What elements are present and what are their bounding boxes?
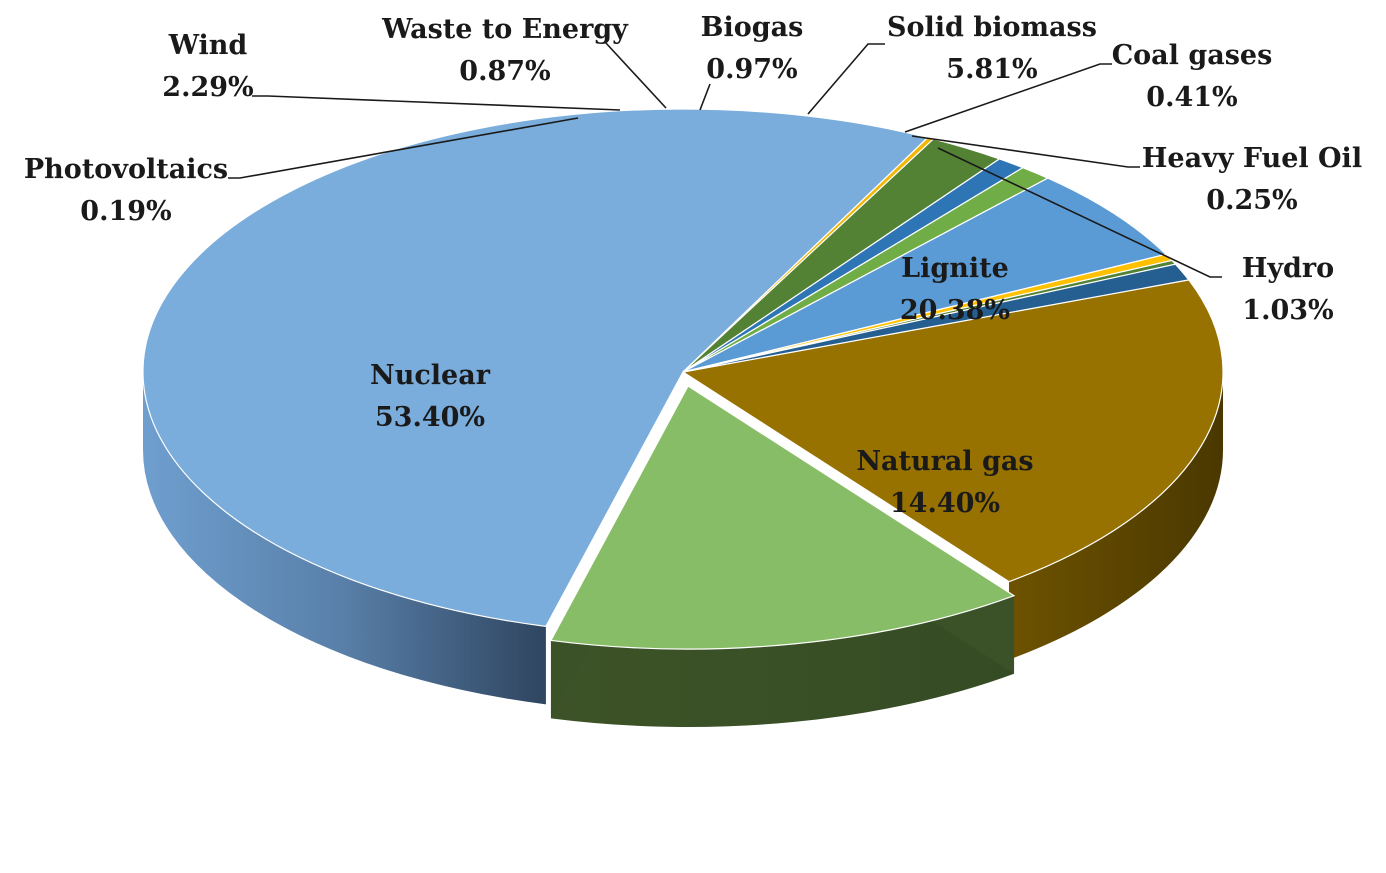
leader-hydro: [937, 147, 1222, 278]
label-wind-value: 2.29%: [162, 72, 253, 103]
label-lignite-name: Lignite: [901, 253, 1009, 284]
leader-waste-to-energy: [604, 41, 667, 109]
pie-slices: [142, 108, 1224, 650]
label-nuclear-name: Nuclear: [370, 360, 491, 391]
leader-lines: [228, 41, 1222, 278]
label-nuclear-value: 53.40%: [375, 402, 485, 433]
leader-biogas: [699, 83, 711, 111]
label-wind-name: Wind: [168, 30, 248, 61]
label-coal-gases-value: 0.41%: [1146, 82, 1237, 113]
leader-heavy-fuel-oil: [911, 135, 1140, 168]
label-hydro-value: 1.03%: [1242, 295, 1333, 326]
label-photovoltaics-value: 0.19%: [80, 196, 171, 227]
slice-lignite: [681, 279, 1224, 583]
label-heavy-fuel-oil-name: Heavy Fuel Oil: [1142, 143, 1362, 174]
label-heavy-fuel-oil-value: 0.25%: [1206, 185, 1297, 216]
leader-photovoltaics: [228, 117, 579, 179]
slice-solid-biomass: [682, 177, 1168, 373]
label-natural-gas-name: Natural gas: [856, 446, 1033, 477]
label-biogas-name: Biogas: [701, 12, 804, 43]
side-nuclear: [143, 372, 546, 705]
label-natural-gas-value: 14.40%: [890, 488, 1000, 519]
label-waste-to-energy-name: Waste to Energy: [381, 14, 629, 45]
leader-coal-gases: [904, 63, 1112, 133]
label-waste-to-energy-value: 0.87%: [459, 56, 550, 87]
label-lignite-value: 20.38%: [900, 295, 1010, 326]
label-solid-biomass-value: 5.81%: [946, 54, 1037, 85]
slice-labels: Lignite 20.38% Natural gas 14.40% Nuclear 53.…: [24, 12, 1362, 519]
label-hydro-name: Hydro: [1242, 253, 1334, 284]
label-photovoltaics-name: Photovoltaics: [24, 154, 228, 185]
side-lignite: [1008, 372, 1223, 660]
leader-wind: [252, 95, 621, 111]
label-coal-gases-name: Coal gases: [1112, 40, 1273, 71]
slice-natural-gas: [550, 385, 1016, 650]
slice-nuclear: [142, 108, 929, 628]
label-solid-biomass-name: Solid biomass: [887, 12, 1097, 43]
leader-solid-biomass: [807, 43, 885, 115]
slice-hydro: [682, 263, 1190, 373]
label-biogas-value: 0.97%: [706, 54, 797, 85]
